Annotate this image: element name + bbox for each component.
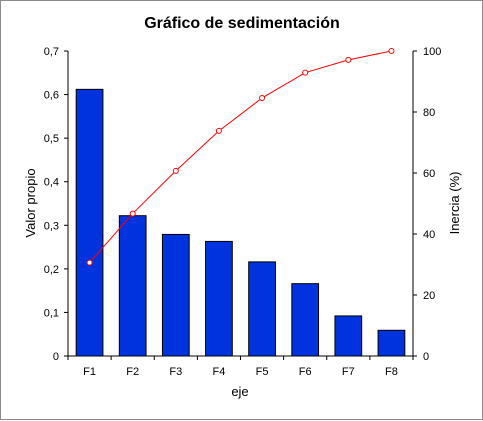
y2-axis-title: Inercia (%) [447,172,462,235]
y-tick-label: 0,7 [44,46,59,58]
x-tick-label: F5 [256,366,269,378]
inertia-point-F5 [259,94,266,101]
x-tick-label: F4 [213,366,226,378]
y2-tick-label: 40 [423,229,435,241]
x-tick-label: F1 [83,366,96,378]
y-tick-label: 0,2 [44,264,59,276]
inertia-line [89,50,392,263]
inertia-point-F4 [215,127,222,134]
bar-F8 [377,329,406,357]
bar-F5 [248,261,276,357]
bar-F6 [291,283,320,357]
inertia-point-F1 [86,259,93,266]
y-tick-label: 0,3 [44,220,59,232]
x-tick-label: F2 [126,366,139,378]
y-tick-label: 0,4 [44,177,59,189]
bars-layer [75,88,406,357]
axes-layer: 0 0,1 0,2 0,3 0,4 0,5 0,6 0,7 0 20 40 60 80 100 F1 F2 F3… [44,46,442,378]
y-axis-title: Valor propio [23,168,38,237]
y-tick-label: 0,1 [44,307,59,319]
y-tick-label: 0 [53,351,59,363]
inertia-point-F3 [172,167,179,174]
chart-title: Gráfico de sedimentación [144,15,340,32]
line-layer [86,48,395,266]
x-axis-title: eje [231,384,248,399]
x-tick-label: F6 [299,366,312,378]
bar-F3 [161,233,190,357]
y2-tick-label: 0 [423,351,429,363]
y2-tick-label: 80 [423,107,435,119]
bar-F7 [334,315,363,357]
bar-F2 [118,215,147,357]
inertia-point-F7 [345,56,352,63]
y2-tick-label: 20 [423,290,435,302]
inertia-point-F6 [302,69,309,76]
x-tick-label: F8 [385,366,398,378]
bar-F4 [205,240,233,357]
x-tick-label: F3 [169,366,182,378]
inertia-point-F8 [388,48,395,54]
y2-tick-label: 60 [423,168,435,180]
bar-F1 [75,88,104,357]
y-tick-label: 0,6 [44,90,59,102]
y-tick-label: 0,5 [44,133,59,145]
x-tick-label: F7 [342,366,355,378]
inertia-point-F2 [129,210,136,217]
y2-tick-label: 100 [423,46,441,58]
